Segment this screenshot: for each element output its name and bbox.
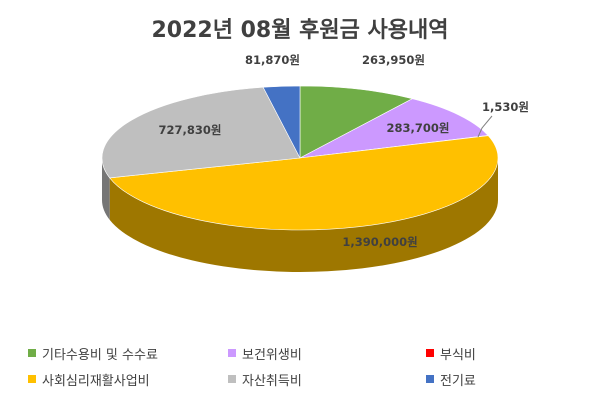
legend-label-5: 전기료 — [440, 373, 476, 389]
legend-item-1: 보건위생비 — [228, 344, 302, 363]
legend-swatch-0 — [28, 349, 36, 357]
data-label-2: 1,530원 — [482, 100, 529, 114]
leader-lines — [477, 115, 493, 138]
data-label-1: 283,700원 — [387, 121, 450, 135]
legend-swatch-3 — [28, 375, 36, 383]
slice-side-4 — [102, 158, 110, 220]
legend-label-4: 자산취득비 — [242, 373, 302, 389]
legend-item-0: 기타수용비 및 수수료 — [28, 344, 158, 363]
legend-label-0: 기타수용비 및 수수료 — [42, 347, 158, 363]
pie-slice-4 — [101, 86, 301, 179]
slice-side-3 — [109, 158, 499, 272]
legend-swatch-5 — [426, 375, 434, 383]
pie-slice-0 — [299, 85, 414, 159]
legend-item-5: 전기료 — [426, 370, 476, 389]
legend-item-2: 부식비 — [426, 344, 476, 363]
data-label-4: 727,830원 — [159, 123, 222, 137]
legend-item-3: 사회심리재활사업비 — [28, 370, 150, 389]
legend-swatch-4 — [228, 375, 236, 383]
legend-label-2: 부식비 — [440, 347, 476, 363]
legend-swatch-1 — [228, 349, 236, 357]
data-label-0: 263,950원 — [362, 53, 425, 67]
pie-chart: 263,950원 283,700원 1,530원 1,390,000원 727,830원… — [101, 53, 529, 272]
legend-label-3: 사회심리재활사업비 — [42, 373, 150, 389]
data-label-3: 1,390,000원 — [342, 235, 417, 249]
pie-slices — [101, 85, 499, 231]
data-label-5: 81,870원 — [245, 53, 300, 67]
data-labels: 263,950원 283,700원 1,530원 1,390,000원 727,830원… — [159, 53, 529, 249]
leader-line-2 — [477, 115, 493, 138]
pie-slice-3 — [109, 135, 499, 231]
pie-slice-1 — [299, 98, 489, 159]
legend-label-1: 보건위생비 — [242, 347, 302, 363]
chart-title: 2022년 08월 후원금 사용내역 — [151, 18, 449, 43]
legend-swatch-2 — [426, 349, 434, 357]
legend-item-4: 자산취득비 — [228, 370, 302, 389]
pie-sides — [102, 158, 499, 272]
pie-slice-5 — [262, 85, 301, 159]
